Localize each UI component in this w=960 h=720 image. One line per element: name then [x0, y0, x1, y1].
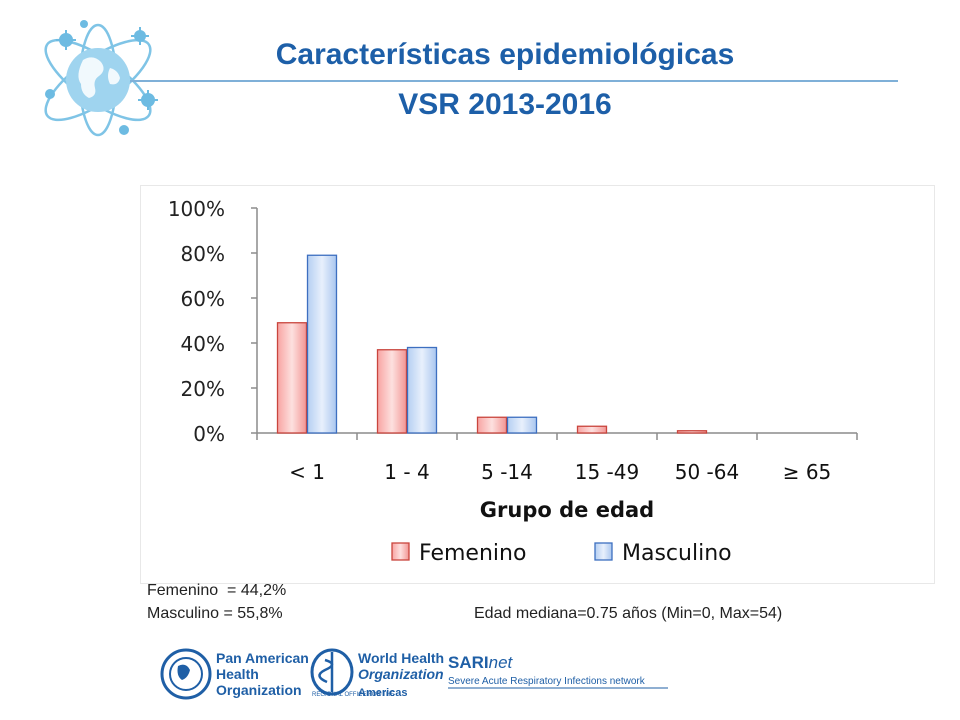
- legend-masculino-label: Masculino: [622, 541, 732, 566]
- x-tick-label: 50 -64: [675, 460, 739, 484]
- bar-masculino: [406, 346, 438, 434]
- legend-masculino-swatch: [594, 542, 613, 561]
- female-share-text: Femenino = 44,2%: [147, 582, 287, 599]
- bar-masculino: [506, 416, 538, 434]
- chart-panel: 0% 20% 40% 60% 80% 100% < 1 1 - 4 5 -14 15 -49 50 …: [140, 185, 935, 584]
- median-age-text: Edad mediana=0.75 años (Min=0, Max=54): [474, 605, 783, 622]
- footer-logos: Pan American Health Organization World H…: [160, 648, 668, 700]
- page-title: Características epidemiológicas: [275, 38, 735, 71]
- page-subtitle: VSR 2013-2016: [398, 88, 612, 121]
- x-tick-label: 15 -49: [575, 460, 639, 484]
- bar-femenino: [476, 416, 508, 434]
- legend-femenino-swatch: [391, 542, 410, 561]
- bar-femenino: [576, 425, 608, 434]
- paho-name-line2: Health: [216, 666, 259, 682]
- y-tick-label: 60%: [181, 287, 225, 311]
- globe-virus-logo: [44, 20, 158, 137]
- bar-chart: 0% 20% 40% 60% 80% 100% < 1 1 - 4 5 -14 15 -49 50 …: [168, 197, 858, 566]
- paho-name-line1: Pan American: [216, 650, 309, 666]
- y-tick-label: 40%: [181, 332, 225, 356]
- x-tick-label: 1 - 4: [384, 460, 429, 484]
- who-name-line2: Organization: [358, 666, 444, 682]
- x-tick-label: < 1: [289, 460, 325, 484]
- x-axis-title: Grupo de edad: [480, 498, 654, 522]
- y-tick-label: 20%: [181, 377, 225, 401]
- sarinet-logo-text: SARInet: [448, 653, 514, 672]
- male-share-text: Masculino = 55,8%: [147, 605, 283, 622]
- paho-emblem-icon: [160, 648, 212, 700]
- who-regional-text: REGIONAL OFFICE FOR THE: [312, 692, 394, 698]
- x-tick-label: ≥ 65: [783, 460, 832, 484]
- who-americas-text: Americas: [358, 687, 408, 699]
- y-tick-label: 80%: [181, 242, 225, 266]
- x-tick-label: 5 -14: [481, 460, 533, 484]
- sarinet-subtitle: Severe Acute Respiratory Infections netw…: [448, 676, 646, 687]
- who-name-line1: World Health: [358, 650, 444, 666]
- paho-name-line3: Organization: [216, 682, 302, 698]
- bar-masculino: [306, 254, 338, 434]
- y-tick-label: 0%: [193, 422, 225, 446]
- title-underline: [130, 80, 898, 82]
- y-tick-label: 100%: [168, 197, 225, 221]
- bar-femenino: [676, 430, 708, 434]
- bar-femenino: [376, 349, 408, 434]
- legend-femenino-label: Femenino: [419, 541, 526, 566]
- bar-femenino: [276, 322, 308, 434]
- who-emblem-icon: [310, 648, 354, 696]
